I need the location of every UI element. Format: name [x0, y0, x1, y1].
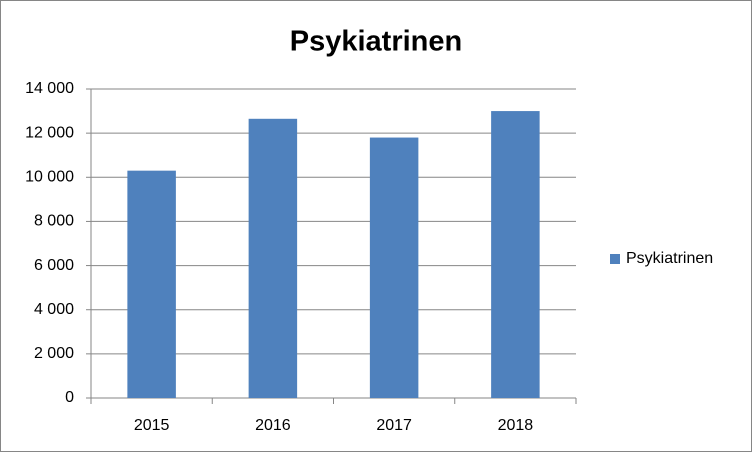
- y-tick-label: 6 000: [34, 257, 74, 274]
- y-tick-label: 8 000: [34, 213, 74, 230]
- y-tick-label: 0: [65, 389, 74, 406]
- legend-swatch: [610, 254, 620, 264]
- y-tick-label: 10 000: [25, 169, 74, 186]
- y-tick-label: 14 000: [25, 80, 74, 97]
- x-tick-label: 2017: [376, 417, 412, 434]
- x-tick-label: 2015: [134, 417, 170, 434]
- bar: [491, 111, 540, 399]
- bar: [248, 118, 298, 399]
- bar: [369, 137, 419, 399]
- y-tick-label: 4 000: [34, 301, 74, 318]
- y-tick-label: 12 000: [25, 124, 74, 141]
- x-tick-label: 2016: [255, 417, 291, 434]
- legend-label: Psykiatrinen: [626, 250, 713, 267]
- chart-title: Psykiatrinen: [290, 26, 462, 58]
- y-tick-label: 2 000: [34, 345, 74, 362]
- bar: [127, 170, 176, 398]
- x-tick-label: 2018: [498, 417, 534, 434]
